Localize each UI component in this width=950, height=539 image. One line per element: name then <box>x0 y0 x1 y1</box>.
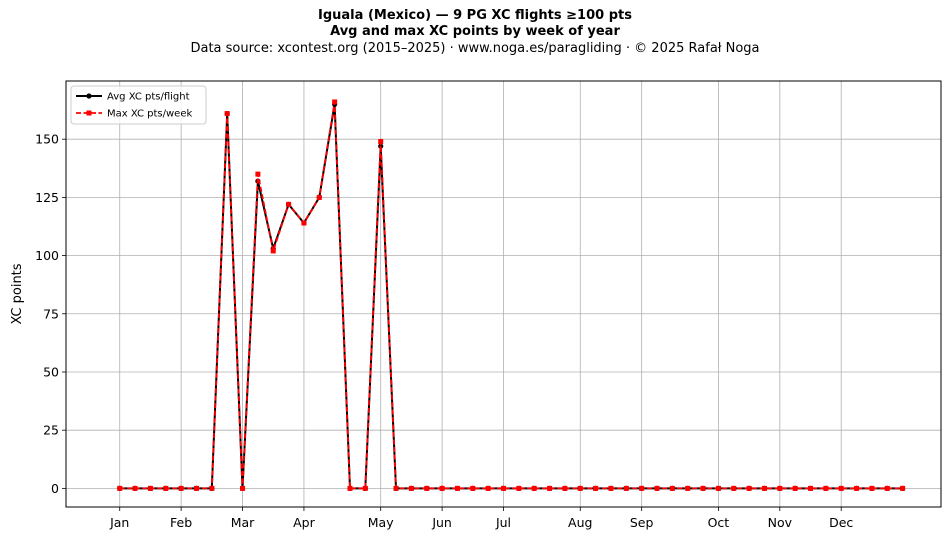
x-tick-label: May <box>368 515 394 530</box>
data-point-max <box>209 485 215 491</box>
grid <box>66 81 941 507</box>
data-point-max <box>715 485 721 491</box>
y-tick-label: 125 <box>35 190 59 205</box>
data-point-max <box>900 485 906 491</box>
data-point-max <box>424 485 430 491</box>
data-point-max <box>854 485 860 491</box>
data-point-max <box>240 485 246 491</box>
data-point-max <box>117 485 123 491</box>
x-tick-label: Apr <box>293 515 315 530</box>
data-point-max <box>454 485 460 491</box>
data-point-max <box>700 485 706 491</box>
x-tick-label: Sep <box>630 515 654 530</box>
data-point-max <box>593 485 599 491</box>
data-point-max <box>378 139 384 145</box>
x-axis: Jan Feb Mar Apr May Jun Jul Aug Sep Oct Nov Dec <box>109 507 853 530</box>
data-point-max <box>301 220 307 226</box>
chart-title-block: Iguala (Mexico) — 9 PG XC flights ≥100 p… <box>0 8 950 58</box>
x-tick-label: Oct <box>708 515 730 530</box>
data-point-max <box>669 485 675 491</box>
data-point-max <box>347 485 353 491</box>
data-point-max <box>255 171 261 177</box>
legend: Avg XC pts/flight Max XC pts/week <box>70 85 207 125</box>
data-point-max <box>577 485 583 491</box>
y-tick-label: 50 <box>43 364 59 379</box>
data-point-max <box>286 201 292 207</box>
data-point-max <box>685 485 691 491</box>
y-axis: 0 25 50 75 100 125 150 <box>35 132 66 496</box>
data-point-max <box>193 485 199 491</box>
data-point-max <box>531 485 537 491</box>
data-point-max <box>654 485 660 491</box>
data-point-max <box>808 485 814 491</box>
data-point-max <box>178 485 184 491</box>
data-point-max <box>562 485 568 491</box>
y-tick-label: 75 <box>43 306 59 321</box>
data-point-max <box>639 485 645 491</box>
y-tick-label: 25 <box>43 423 59 438</box>
data-point-max <box>485 485 491 491</box>
data-point-max <box>547 485 553 491</box>
x-tick-label: Mar <box>231 515 255 530</box>
legend-box <box>70 85 207 125</box>
y-axis-label: XC points <box>10 263 25 324</box>
x-tick-label: Jul <box>495 515 511 530</box>
data-point-max <box>608 485 614 491</box>
legend-avg-label: Avg XC pts/flight <box>107 92 190 103</box>
data-point-max <box>731 485 737 491</box>
data-point-max <box>147 485 153 491</box>
data-point-max <box>132 485 138 491</box>
x-tick-label: Jun <box>431 515 452 530</box>
chart-subtitle: Avg and max XC points by week of year <box>330 24 620 39</box>
y-tick-label: 0 <box>51 481 59 496</box>
data-point-max <box>316 194 322 200</box>
data-point-max <box>838 485 844 491</box>
data-point-max <box>623 485 629 491</box>
data-point-max <box>777 485 783 491</box>
data-point-max <box>869 485 875 491</box>
legend-entry-max: Max XC pts/week <box>76 109 192 120</box>
data-point-max <box>470 485 476 491</box>
data-point-max <box>823 485 829 491</box>
data-point-max <box>362 485 368 491</box>
data-point-max <box>792 485 798 491</box>
data-point-max <box>163 485 169 491</box>
y-tick-label: 100 <box>35 248 59 263</box>
series-layer <box>117 99 906 491</box>
data-point-max <box>408 485 414 491</box>
data-point-max <box>761 485 767 491</box>
x-tick-label: Feb <box>170 515 192 530</box>
data-point-max <box>746 485 752 491</box>
x-tick-label: Jan <box>109 515 129 530</box>
data-point-max <box>270 248 276 254</box>
x-tick-label: Dec <box>829 515 853 530</box>
data-point-max <box>516 485 522 491</box>
data-point-max <box>224 111 230 117</box>
data-point-max <box>393 485 399 491</box>
series-line-max <box>119 101 903 490</box>
data-point-max <box>332 99 338 105</box>
data-point-max <box>439 485 445 491</box>
x-tick-label: Nov <box>768 515 793 530</box>
series-line-avg <box>119 103 903 490</box>
legend-max-label: Max XC pts/week <box>107 109 192 120</box>
y-tick-label: 150 <box>35 132 59 147</box>
legend-avg-marker <box>86 93 92 99</box>
x-tick-label: Aug <box>568 515 592 530</box>
legend-max-marker <box>86 110 92 116</box>
legend-entry-avg: Avg XC pts/flight <box>76 92 190 103</box>
chart-title: Iguala (Mexico) — 9 PG XC flights ≥100 p… <box>318 8 632 23</box>
chart-source-note: Data source: xcontest.org (2015–2025) · … <box>190 41 760 56</box>
data-point-max <box>501 485 506 491</box>
data-point-max <box>884 485 890 491</box>
